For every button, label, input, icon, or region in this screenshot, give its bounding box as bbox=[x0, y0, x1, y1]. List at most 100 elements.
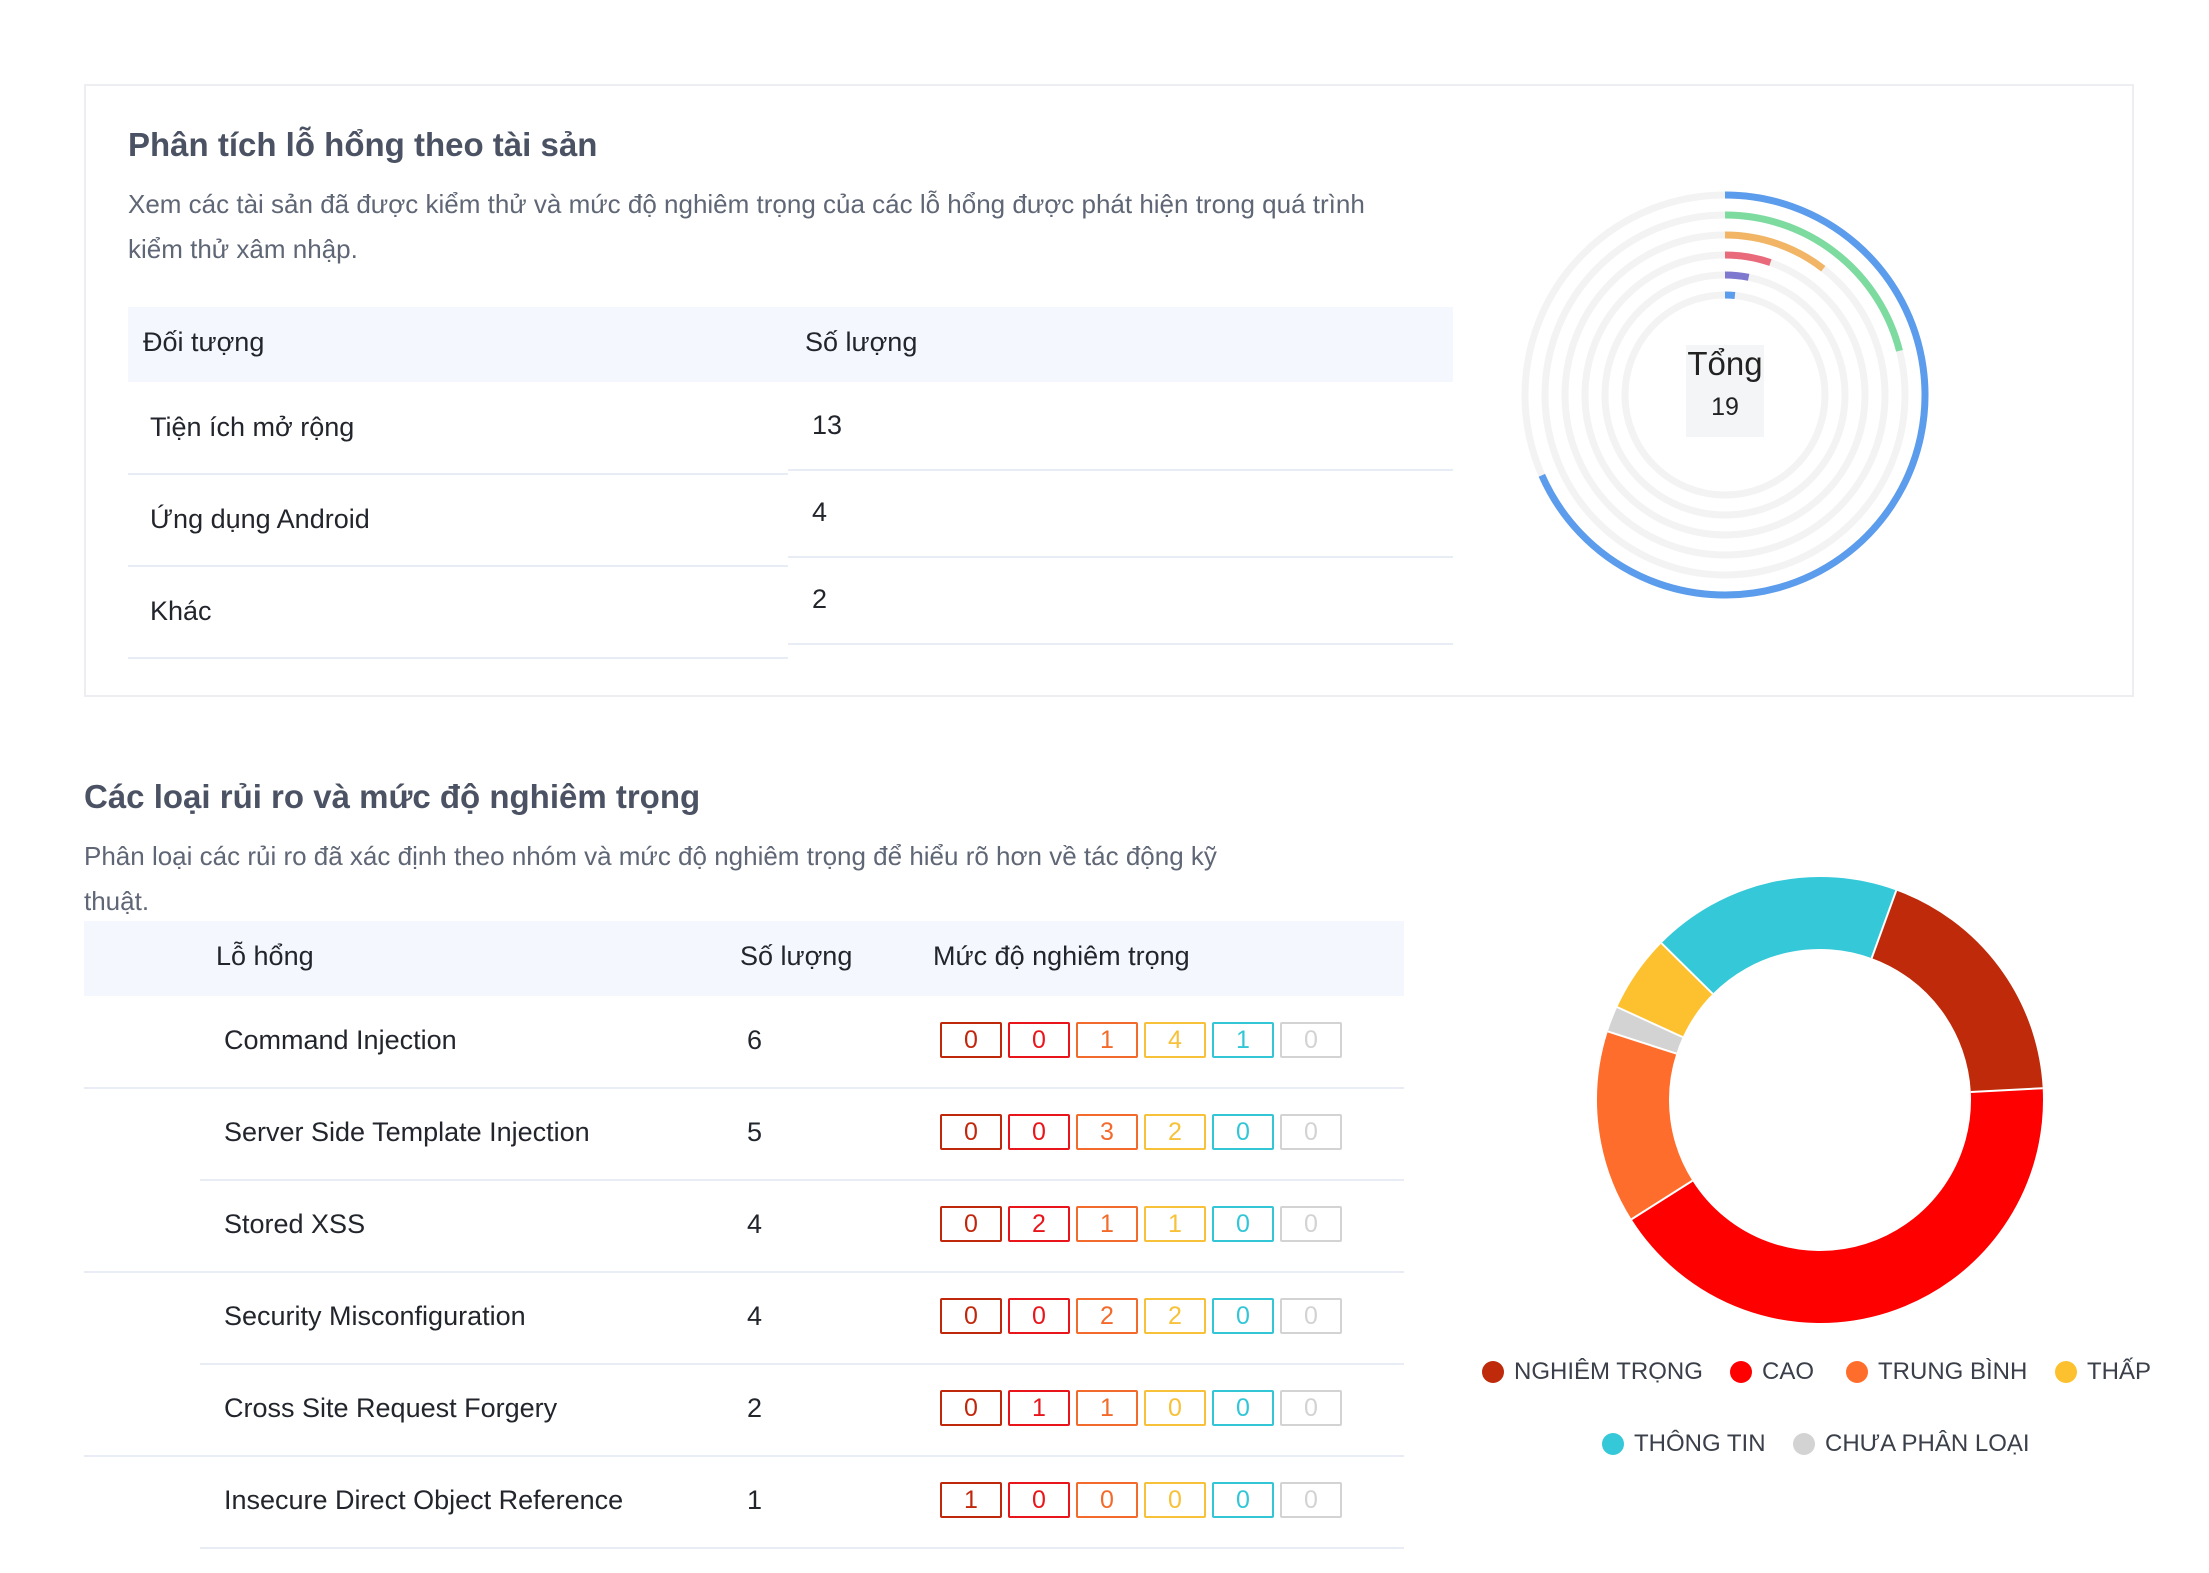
divider bbox=[788, 556, 1453, 558]
risk-section-title: Các loại rủi ro và mức độ nghiêm trọng bbox=[84, 778, 701, 815]
risk-table-header bbox=[84, 921, 1404, 996]
vuln-name: Security Misconfiguration bbox=[224, 1301, 526, 1331]
asset-count: 4 bbox=[812, 497, 828, 527]
severity-count-box: 0 bbox=[1212, 1482, 1274, 1518]
donut-separator bbox=[1870, 890, 1898, 959]
severity-count-box: 1 bbox=[1076, 1206, 1138, 1242]
severity-count-box: 3 bbox=[1076, 1114, 1138, 1150]
legend-dot-icon bbox=[1482, 1361, 1504, 1383]
severity-count-box: 1 bbox=[1212, 1022, 1274, 1058]
risk-col-vuln: Lỗ hổng bbox=[216, 941, 314, 971]
donut-separator bbox=[1631, 1179, 1693, 1221]
chart-center-label: Tổng 19 bbox=[1686, 345, 1764, 437]
donut-slice bbox=[1597, 1031, 1693, 1220]
vuln-count: 1 bbox=[747, 1485, 763, 1515]
vuln-name: Server Side Template Injection bbox=[224, 1117, 590, 1147]
severity-count-box: 4 bbox=[1144, 1022, 1206, 1058]
donut-separator bbox=[1616, 1006, 1684, 1039]
risk-section-description-1: Phân loại các rủi ro đã xác định theo nh… bbox=[84, 841, 1217, 871]
severity-count-box: 1 bbox=[1076, 1390, 1138, 1426]
asset-col-count: Số lượng bbox=[805, 327, 918, 357]
divider bbox=[200, 1179, 1404, 1181]
severity-count-box: 1 bbox=[1076, 1022, 1138, 1058]
risk-col-severity: Mức độ nghiêm trọng bbox=[933, 941, 1190, 971]
vuln-name: Command Injection bbox=[224, 1025, 457, 1055]
legend-item[interactable]: NGHIÊM TRỌNG bbox=[1482, 1358, 1703, 1386]
divider bbox=[84, 1271, 1404, 1273]
legend-dot-icon bbox=[1730, 1361, 1752, 1383]
donut-slice bbox=[1607, 1007, 1683, 1055]
severity-count-box: 1 bbox=[1144, 1206, 1206, 1242]
severity-count-box: 0 bbox=[940, 1298, 1002, 1334]
severity-count-box: 0 bbox=[1008, 1114, 1070, 1150]
donut-slice bbox=[1661, 877, 1897, 995]
severity-donut-chart bbox=[1597, 877, 2043, 1323]
divider bbox=[128, 565, 788, 567]
donut-separator bbox=[1607, 1030, 1677, 1055]
severity-count-box: 0 bbox=[1212, 1206, 1274, 1242]
legend-label: THÔNG TIN bbox=[1634, 1430, 1766, 1457]
vuln-count: 2 bbox=[747, 1393, 763, 1423]
severity-count-box: 0 bbox=[1280, 1114, 1342, 1150]
severity-count-box: 0 bbox=[1144, 1390, 1206, 1426]
legend-label: TRUNG BÌNH bbox=[1878, 1358, 2028, 1385]
asset-name: Khác bbox=[150, 596, 212, 626]
risk-col-count: Số lượng bbox=[740, 941, 853, 971]
vuln-count: 6 bbox=[747, 1025, 763, 1055]
severity-count-box: 0 bbox=[1076, 1482, 1138, 1518]
severity-count-box: 0 bbox=[1280, 1390, 1342, 1426]
severity-count-box: 0 bbox=[1212, 1298, 1274, 1334]
divider bbox=[200, 1363, 1404, 1365]
chart-center-value: 19 bbox=[1711, 393, 1739, 421]
divider bbox=[200, 1547, 1404, 1549]
radial-bar bbox=[1724, 271, 1750, 281]
legend-item[interactable]: CAO bbox=[1730, 1358, 1814, 1386]
legend-item[interactable]: TRUNG BÌNH bbox=[1846, 1358, 2027, 1386]
asset-section-description-2: kiểm thử xâm nhập. bbox=[128, 234, 358, 264]
severity-count-box: 0 bbox=[940, 1390, 1002, 1426]
radial-bar bbox=[1724, 231, 1826, 272]
legend-label: CHƯA PHÂN LOẠI bbox=[1825, 1430, 2030, 1457]
severity-count-box: 1 bbox=[1008, 1390, 1070, 1426]
divider bbox=[128, 657, 788, 659]
legend-item[interactable]: THÔNG TIN bbox=[1602, 1430, 1766, 1458]
severity-count-box: 1 bbox=[940, 1482, 1002, 1518]
severity-count-box: 2 bbox=[1144, 1298, 1206, 1334]
divider bbox=[84, 1455, 1404, 1457]
asset-name: Tiện ích mở rộng bbox=[150, 412, 355, 442]
severity-count-box: 2 bbox=[1144, 1114, 1206, 1150]
legend-label: THẤP bbox=[2087, 1358, 2152, 1385]
asset-radial-chart bbox=[1521, 191, 1929, 599]
vuln-count: 4 bbox=[747, 1301, 763, 1331]
donut-slice bbox=[1631, 1088, 2043, 1323]
legend-label: NGHIÊM TRỌNG bbox=[1514, 1358, 1703, 1385]
severity-count-box: 0 bbox=[1280, 1298, 1342, 1334]
severity-count-box: 0 bbox=[1008, 1022, 1070, 1058]
vuln-count: 4 bbox=[747, 1209, 763, 1239]
severity-count-box: 0 bbox=[940, 1206, 1002, 1242]
asset-count: 13 bbox=[812, 410, 843, 440]
divider bbox=[84, 1087, 1404, 1089]
radial-bar bbox=[1724, 251, 1772, 266]
legend-item[interactable]: CHƯA PHÂN LOẠI bbox=[1793, 1430, 2030, 1458]
severity-count-box: 0 bbox=[1144, 1482, 1206, 1518]
divider bbox=[128, 473, 788, 475]
legend-item[interactable]: THẤP bbox=[2055, 1358, 2151, 1386]
severity-count-box: 2 bbox=[1076, 1298, 1138, 1334]
donut-slice bbox=[1870, 890, 2043, 1093]
asset-count: 2 bbox=[812, 584, 828, 614]
severity-count-box: 0 bbox=[940, 1022, 1002, 1058]
vuln-name: Stored XSS bbox=[224, 1209, 366, 1239]
severity-count-box: 0 bbox=[1212, 1114, 1274, 1150]
radial-bar bbox=[1538, 191, 1929, 599]
risk-section-description-2: thuật. bbox=[84, 886, 150, 916]
legend-label: CAO bbox=[1762, 1358, 1815, 1385]
asset-col-object: Đối tượng bbox=[143, 327, 265, 357]
donut-separator bbox=[1970, 1087, 2043, 1094]
severity-count-box: 0 bbox=[1280, 1206, 1342, 1242]
